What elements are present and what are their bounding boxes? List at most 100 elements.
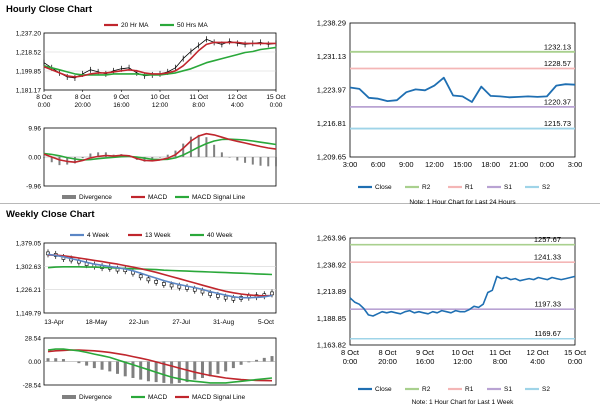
weekly-level-label-r2: 1257.67 <box>534 235 561 244</box>
hourly-price-x-tick-date: 12 Oct <box>228 94 247 101</box>
hourly-pivot-y-tick: 1,223.97 <box>317 86 346 95</box>
weekly-pivot-x-tick-date: 9 Oct <box>416 348 435 357</box>
weekly-section-title: Weekly Close Chart <box>6 209 95 220</box>
legend-hourly-pivot-r2-label: R2 <box>422 184 431 191</box>
weekly-pivot-x-tick-date: 11 Oct <box>489 348 511 357</box>
weekly-pivot-x-tick-time: 20:00 <box>378 357 397 366</box>
hourly-price-x-tick-date: 8 Oct <box>36 94 52 101</box>
weekly-40wk-line <box>47 265 273 276</box>
weekly-pivot-x-tick-time: 8:00 <box>493 357 508 366</box>
legend-weekly-pivot-r2-label: R2 <box>422 386 431 393</box>
hourly-pivot-y-tick: 1,238.29 <box>317 19 346 28</box>
legend-hourly-pivot-close-label: Close <box>375 184 392 191</box>
legend-weekly-divergence-swatch <box>62 395 76 399</box>
weekly-pivot-y-tick: 1,213.89 <box>317 287 346 296</box>
weekly-pivot-y-tick: 1,163.82 <box>317 341 346 350</box>
weekly-macd-signal-line <box>47 349 273 382</box>
hourly-price-x-tick-time: 0:00 <box>270 102 283 109</box>
legend-weekly-pivot-close-label: Close <box>375 386 392 393</box>
weekly-macd-y-tick: 28.54 <box>25 336 42 343</box>
weekly-candle-body <box>223 295 228 300</box>
hourly-price-x-tick-time: 16:00 <box>113 102 130 109</box>
legend-hourly-pivot-r1-label: R1 <box>465 184 474 191</box>
hourly-price-x-tick-time: 4:00 <box>231 102 244 109</box>
legend-13-week-label: 13 Week <box>145 232 171 239</box>
legend-weekly-divergence-label: Divergence <box>79 394 112 401</box>
legend-4-week-label: 4 Week <box>87 232 110 239</box>
hourly-pivot-x-tick: 0:00 <box>540 160 555 169</box>
hourly-price-x-tick-date: 15 Oct <box>266 94 285 101</box>
weekly-13wk-line <box>47 254 273 297</box>
hourly-macd-y-tick: 0.00 <box>28 155 41 162</box>
hourly-level-label-r2: 1232.13 <box>544 42 571 51</box>
legend-weekly-pivot-r1-label: R1 <box>465 386 474 393</box>
weekly-candle-body <box>162 282 166 286</box>
weekly-pivot-y-tick: 1,188.85 <box>317 314 346 323</box>
weekly-pivot-x-tick-time: 12:00 <box>453 357 472 366</box>
weekly-level-label-r1: 1241.33 <box>534 253 561 262</box>
weekly-candle-body <box>146 277 151 282</box>
hourly-price-x-tick-time: 20:00 <box>75 102 92 109</box>
hourly-price-x-tick-date: 11 Oct <box>189 94 208 101</box>
legend-hourly-macd-signal-label: MACD Signal Line <box>192 194 245 201</box>
weekly-pivot-x-tick-time: 4:00 <box>530 357 545 366</box>
hourly-price-y-tick: 1,218.52 <box>16 50 42 57</box>
hourly-macd-line <box>43 132 277 163</box>
weekly-level-label-s2: 1169.67 <box>534 329 561 338</box>
hourly-pivot-y-tick: 1,209.65 <box>317 153 346 162</box>
legend-weekly-pivot-s2-label: S2 <box>542 386 550 393</box>
hourly-pivot-close-line <box>349 76 576 103</box>
weekly-candle-body <box>154 279 158 284</box>
hourly-price-x-tick-time: 8:00 <box>192 102 205 109</box>
weekly-pivot-y-tick: 1,238.92 <box>317 260 346 269</box>
weekly-macd-y-tick: 0.00 <box>28 359 41 366</box>
weekly-pivot-note: Note: 1 Hour Chart for Last 1 Week <box>412 399 515 406</box>
legend-hourly-divergence-swatch <box>62 195 76 199</box>
weekly-candle-body <box>208 292 213 296</box>
legend-40-week-label: 40 Week <box>207 232 233 239</box>
hourly-pivot-x-tick: 9:00 <box>399 160 414 169</box>
hourly-pivot-x-tick: 3:00 <box>343 160 358 169</box>
hourly-pivot-y-tick: 1,216.81 <box>317 119 346 128</box>
hourly-level-label-r1: 1228.57 <box>544 59 571 68</box>
legend-weekly-pivot-s1-label: S1 <box>504 386 512 393</box>
legend-hourly-pivot-s1-label: S1 <box>504 184 512 191</box>
hourly-level-label-s2: 1215.73 <box>544 119 571 128</box>
hourly-pivot-frame <box>349 22 576 158</box>
weekly-pivot-close-line <box>349 275 576 317</box>
hourly-price-frame <box>43 32 277 91</box>
legend-weekly-macd-label: MACD <box>148 394 167 401</box>
weekly-pivot-x-tick-time: 0:00 <box>568 357 583 366</box>
legend-weekly-macd-signal-label: MACD Signal Line <box>192 394 245 401</box>
weekly-pivot-x-tick-time: 0:00 <box>343 357 358 366</box>
hourly-pivot-x-tick: 18:00 <box>481 160 500 169</box>
weekly-pivot-x-tick-date: 15 Oct <box>564 348 587 357</box>
weekly-price-x-tick: 22-Jun <box>129 319 149 326</box>
weekly-pivot-x-tick-date: 8 Oct <box>341 348 360 357</box>
legend-20hr-ma-label: 20 Hr MA <box>121 22 149 29</box>
weekly-pivot-x-tick-time: 16:00 <box>416 357 435 366</box>
hourly-price-x-tick-time: 12:00 <box>152 102 169 109</box>
weekly-price-x-tick: 5-Oct <box>258 319 274 326</box>
weekly-price-y-tick: 1,149.79 <box>16 311 42 318</box>
weekly-pivot-x-tick-date: 8 Oct <box>379 348 398 357</box>
weekly-candle-body <box>192 287 197 292</box>
legend-hourly-pivot-s2-label: S2 <box>542 184 550 191</box>
legend-hourly-divergence-label: Divergence <box>79 194 112 201</box>
hourly-pivot-x-tick: 15:00 <box>453 160 472 169</box>
legend-hourly-macd-label: MACD <box>148 194 167 201</box>
hourly-price-x-tick-date: 9 Oct <box>114 94 130 101</box>
weekly-price-y-tick: 1,302.63 <box>16 264 42 271</box>
weekly-price-x-tick: 27-Jul <box>172 319 190 326</box>
hourly-pivot-note: Note: 1 Hour Chart for Last 24 Hours <box>409 199 516 206</box>
weekly-pivot-x-tick-date: 12 Oct <box>526 348 549 357</box>
weekly-price-frame <box>43 242 277 314</box>
hourly-pivot-x-tick: 21:00 <box>509 160 528 169</box>
hourly-level-label-s1: 1220.37 <box>544 97 571 106</box>
weekly-macd-line <box>47 348 273 384</box>
weekly-candle-body <box>216 294 220 298</box>
hourly-ma20-line <box>43 41 276 78</box>
weekly-candle-body <box>138 274 143 279</box>
hourly-macd-y-tick: 9.96 <box>28 126 41 133</box>
